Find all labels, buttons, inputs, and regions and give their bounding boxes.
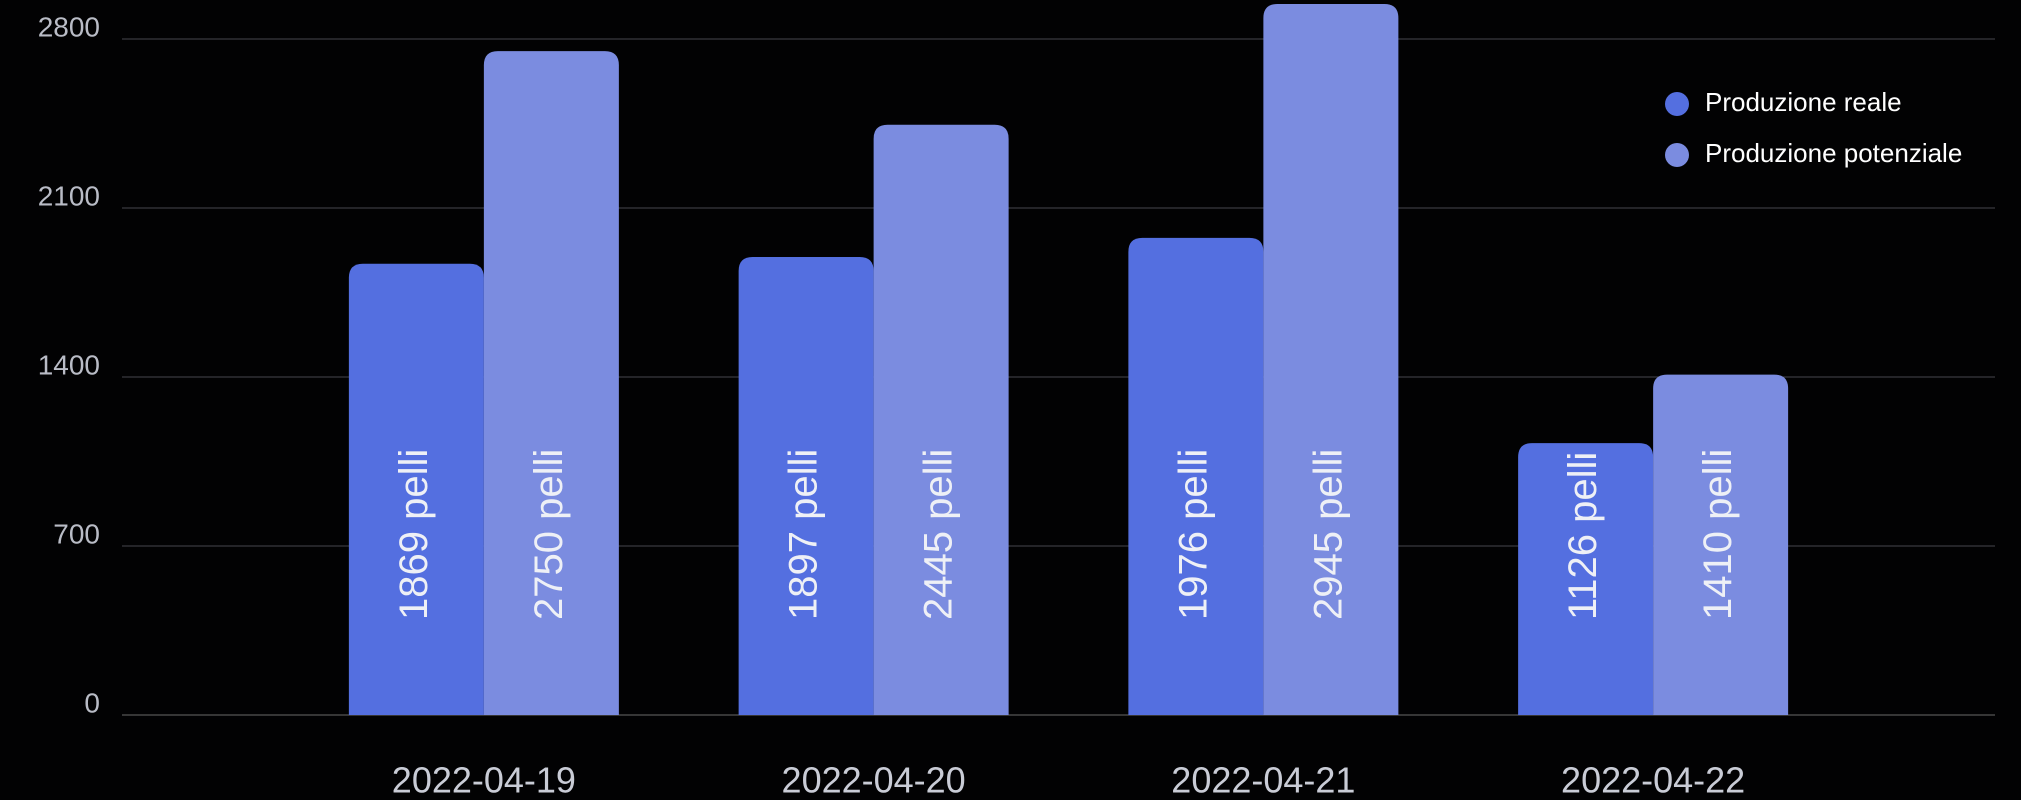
bar (1263, 3, 1399, 715)
value-label: 1410 pelli (1696, 449, 1740, 620)
bar (1653, 374, 1789, 715)
y-tick-label: 0 (84, 687, 100, 718)
value-label: 1897 pelli (782, 449, 826, 620)
legend-label: Produzione potenziale (1705, 138, 1962, 168)
bar (1128, 237, 1264, 716)
value-label: 2445 pelli (917, 449, 961, 620)
legend-marker (1665, 143, 1689, 167)
y-tick-label: 2800 (38, 11, 100, 42)
bar (738, 257, 874, 715)
x-tick-label: 2022-04-22 (1561, 760, 1745, 800)
y-tick-label: 700 (53, 518, 100, 549)
x-tick-label: 2022-04-21 (1171, 760, 1355, 800)
x-tick-label: 2022-04-19 (392, 760, 576, 800)
y-tick-label: 1400 (38, 349, 100, 380)
bar (348, 263, 484, 715)
value-label: 1869 pelli (392, 449, 436, 620)
bar (873, 124, 1009, 715)
legend-marker (1665, 92, 1689, 116)
value-label: 1126 pelli (1561, 452, 1605, 620)
x-tick-label: 2022-04-20 (782, 760, 966, 800)
bar (483, 51, 619, 716)
value-label: 2750 pelli (527, 449, 571, 620)
legend-label: Produzione reale (1705, 87, 1902, 117)
value-label: 2945 pelli (1306, 449, 1350, 620)
value-label: 1976 pelli (1171, 449, 1215, 620)
y-tick-label: 2100 (38, 180, 100, 211)
bar (1518, 443, 1654, 715)
